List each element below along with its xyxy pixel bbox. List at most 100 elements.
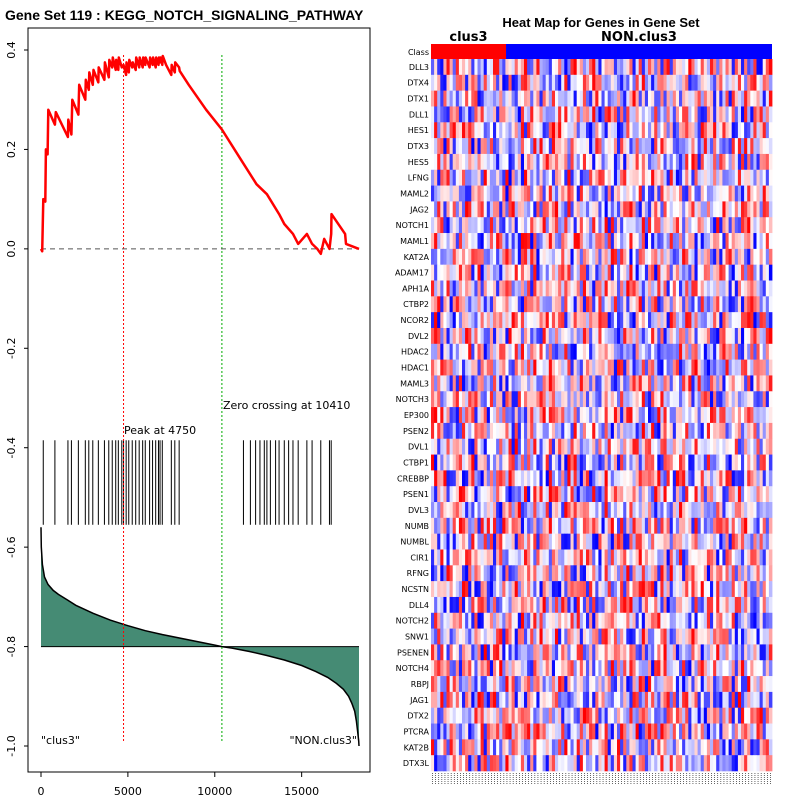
heatmap-cell [520,723,525,740]
heatmap-cell [536,502,540,519]
heatmap-cell [586,739,590,756]
heatmap-cell [443,312,447,329]
heatmap-cell [511,296,516,313]
heatmap-cell [449,739,454,756]
heatmap-cell [685,391,689,408]
heatmap-cell [539,438,543,455]
heatmap-cell [480,723,485,740]
heatmap-cell [517,264,522,281]
heatmap-cell [728,565,733,582]
heatmap-cell [542,644,547,661]
y-tick-label: 0.4 [5,41,18,59]
heatmap-cell [449,391,454,408]
heatmap-cell [555,201,559,218]
heatmap-cell [573,391,578,408]
heatmap-cell [431,407,435,424]
heatmap-cell [483,407,488,424]
heatmap-cell [632,233,636,250]
heatmap-cell [536,185,540,202]
heatmap-cell [669,201,674,218]
heatmap-cell [558,739,562,756]
heatmap-cell [651,676,655,693]
heatmap-cell [437,264,441,281]
heatmap-cell [586,502,590,519]
heatmap-cell [542,502,547,519]
heatmap-cell [570,90,574,107]
heatmap-cell [462,248,466,265]
heatmap-cell [607,739,612,756]
heatmap-cell [713,502,717,519]
heatmap-cell [753,628,757,645]
heatmap-cell [443,343,447,360]
heatmap-cell [505,280,509,297]
heatmap-cell [480,217,485,234]
heatmap-cell [607,628,612,645]
heatmap-cell [679,217,683,234]
heatmap-cell [644,581,649,598]
heatmap-cell [586,422,590,440]
heatmap-cell [713,438,717,455]
heatmap-cell [641,201,646,218]
heatmap-cell [679,454,683,471]
heatmap-cell [564,74,568,91]
heatmap-cell [651,185,655,202]
heatmap-cell [452,502,457,519]
heatmap-cell [617,312,621,329]
heatmap-cell [700,312,705,329]
heatmap-cell [598,612,602,629]
heatmap-cell [675,343,680,360]
heatmap-cell [539,59,543,76]
heatmap-cell [716,185,720,202]
heatmap-cell [586,343,590,360]
heatmap-cell [713,312,717,329]
heatmap-cell [539,233,543,250]
heatmap-cell [604,596,609,614]
heatmap-cell [458,486,463,503]
heatmap-cell [545,343,550,360]
heatmap-cell [468,596,472,614]
heatmap-cell [604,248,609,265]
heatmap-cell [648,612,652,629]
heatmap-cell [570,74,574,91]
heatmap-cell [539,517,543,534]
heatmap-cell [489,138,494,155]
heatmap-cell [685,502,689,519]
heatmap-cell [595,533,599,550]
heatmap-cell [545,359,550,376]
heatmap-cell [759,106,764,123]
heatmap-cell [629,59,633,76]
heatmap-cell [626,122,630,139]
heatmap-cell [455,755,460,772]
heatmap-cell [462,90,466,107]
heatmap-cell [691,691,695,709]
heatmap-cell [626,296,630,313]
heatmap-cell [589,359,593,376]
heatmap-cell [688,596,692,614]
heatmap-cell [458,375,463,392]
heatmap-cell [654,138,658,155]
heatmap-cell [759,122,764,139]
heatmap-cell [629,391,633,408]
heatmap-cell [443,153,447,171]
heatmap-cell [440,185,444,202]
heatmap-cell [741,533,745,550]
heatmap-cell [617,327,621,345]
heatmap-cell [452,153,457,171]
heatmap-cell [555,153,559,171]
heatmap-cell [716,312,720,329]
heatmap-cell [474,581,478,598]
heatmap-cell [471,138,475,155]
heatmap-cell [623,391,627,408]
heatmap-cell [610,612,615,629]
heatmap-cell [589,327,593,345]
heatmap-cell [474,201,478,218]
heatmap-cell [629,628,633,645]
heatmap-cell [533,755,537,772]
heatmap-cell [517,486,522,503]
heatmap-cell [465,723,469,740]
heatmap-cell [465,739,469,756]
heatmap-cell [555,533,559,550]
heatmap-cell [651,454,655,471]
heatmap-cell [548,169,553,186]
heatmap-cell [725,391,729,408]
